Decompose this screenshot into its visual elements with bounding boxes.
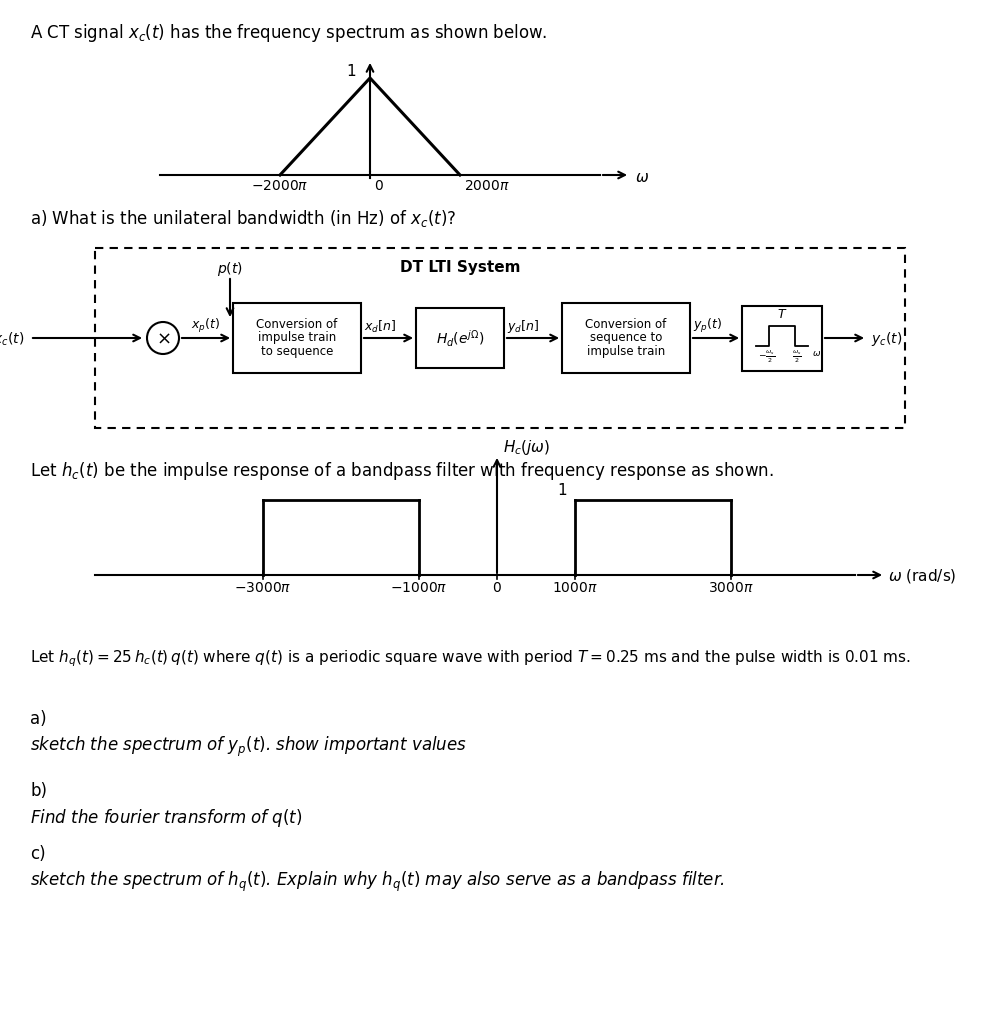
Text: $-3000\pi$: $-3000\pi$ [235, 581, 291, 595]
Bar [233, 303, 361, 373]
Text: $\frac{\omega_s}{2}$: $\frac{\omega_s}{2}$ [792, 349, 802, 366]
Bar [95, 248, 905, 428]
Text: $-2000\pi$: $-2000\pi$ [251, 179, 309, 193]
Text: impulse train: impulse train [257, 332, 336, 344]
Text: $0$: $0$ [492, 581, 502, 595]
Bar [742, 305, 822, 371]
Text: $\omega$: $\omega$ [812, 349, 821, 358]
Text: to sequence: to sequence [260, 345, 333, 358]
Text: 1: 1 [346, 63, 356, 79]
Text: sketch the spectrum of $h_q(t)$. Explain why $h_q(t)$ may also serve as a bandpa: sketch the spectrum of $h_q(t)$. Explain… [30, 870, 725, 894]
Text: $0$: $0$ [374, 179, 384, 193]
Text: Let $h_c(t)$ be the impulse response of a bandpass filter with frequency respons: Let $h_c(t)$ be the impulse response of … [30, 460, 773, 482]
Text: $3000\pi$: $3000\pi$ [708, 581, 753, 595]
Text: $\omega$ (rad/s): $\omega$ (rad/s) [888, 567, 956, 585]
Text: a): a) [30, 710, 47, 728]
Text: A CT signal $x_c(t)$ has the frequency spectrum as shown below.: A CT signal $x_c(t)$ has the frequency s… [30, 22, 548, 44]
Text: $\omega$: $\omega$ [635, 170, 649, 184]
Text: Let $h_q(t) = 25\, h_c(t)\, q(t)$ where $q(t)$ is a periodic square wave with pe: Let $h_q(t) = 25\, h_c(t)\, q(t)$ where … [30, 648, 911, 669]
Text: $\times$: $\times$ [156, 330, 170, 348]
Text: $x_p(t)$: $x_p(t)$ [192, 317, 221, 335]
Text: b): b) [30, 782, 47, 800]
Text: $p(t)$: $p(t)$ [217, 260, 243, 278]
Text: a) What is the unilateral bandwidth (in Hz) of $x_c(t)$?: a) What is the unilateral bandwidth (in … [30, 208, 456, 229]
Text: Conversion of: Conversion of [585, 317, 667, 331]
Text: $y_c(t)$: $y_c(t)$ [871, 330, 903, 348]
Text: sequence to: sequence to [589, 332, 662, 344]
Bar [416, 308, 504, 368]
Text: $x_c(t)$: $x_c(t)$ [0, 331, 24, 348]
Text: DT LTI System: DT LTI System [400, 260, 520, 275]
Text: $y_d[n]$: $y_d[n]$ [507, 318, 539, 335]
Text: Find the fourier transform of $q(t)$: Find the fourier transform of $q(t)$ [30, 807, 302, 829]
Text: $T$: $T$ [776, 307, 787, 321]
Text: c): c) [30, 845, 46, 863]
Text: $1000\pi$: $1000\pi$ [552, 581, 598, 595]
Text: $1$: $1$ [557, 482, 567, 498]
Text: impulse train: impulse train [586, 345, 665, 358]
Text: sketch the spectrum of $y_p(t)$. show important values: sketch the spectrum of $y_p(t)$. show im… [30, 735, 467, 759]
Text: $-\frac{\omega_s}{2}$: $-\frac{\omega_s}{2}$ [758, 349, 775, 366]
Text: Conversion of: Conversion of [256, 317, 338, 331]
Text: $x_d[n]$: $x_d[n]$ [364, 318, 397, 335]
Circle shape [147, 322, 179, 354]
Text: $2000\pi$: $2000\pi$ [464, 179, 510, 193]
Text: $-1000\pi$: $-1000\pi$ [391, 581, 447, 595]
Text: $y_p(t)$: $y_p(t)$ [693, 317, 723, 335]
Text: $H_c(j\omega)$: $H_c(j\omega)$ [503, 438, 551, 457]
Text: $H_d(e^{j\Omega})$: $H_d(e^{j\Omega})$ [435, 329, 484, 349]
Bar [562, 303, 690, 373]
